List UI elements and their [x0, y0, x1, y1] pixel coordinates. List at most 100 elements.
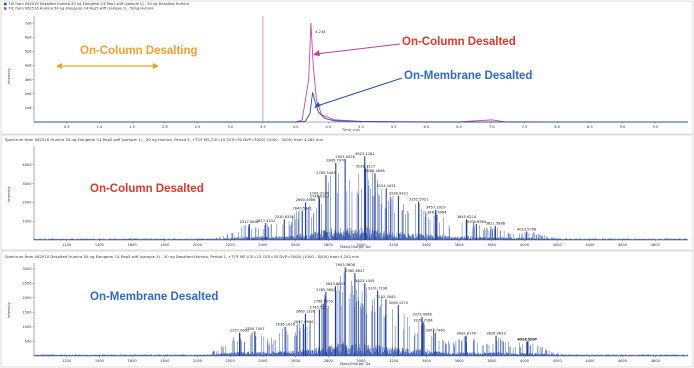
spectrum-onmembrane-peak-label: 2785.3650	[316, 288, 336, 292]
spectrum-onmembrane-peak-label: 3453.7960	[425, 329, 445, 333]
spectrum-onmembrane-peak-label: 2350.7407	[245, 327, 264, 331]
spectrum-onmembrane-peak-label: 3825.9633	[486, 331, 505, 335]
spectrum-onmembrane-peak-label: 3378.7164	[413, 318, 433, 322]
tic-y-tick-label: 4e6	[25, 64, 32, 68]
spectrum-onmembrane-label: On-Membrane Desalted	[90, 291, 218, 303]
spectrum-onmembrane-x-tick-label: 4800	[651, 359, 661, 363]
spectrum-oncolumn-peak-label: 3457.2929	[426, 206, 446, 210]
spectrum-onmembrane-x-tick-label: 1200	[62, 359, 72, 363]
tic-y-tick-label: 3e6	[25, 78, 32, 82]
tic-y-axis-label: Intensity	[7, 67, 11, 84]
spectrum-oncolumn-x-tick-label: 2800	[324, 243, 334, 247]
spectrum-oncolumn-x-tick-label: 3800	[487, 243, 497, 247]
oncolumn-desalting-label: On-Column Desalting	[80, 45, 198, 57]
spectrum-onmembrane-y-tick-label: 500	[25, 340, 33, 344]
spectrum-onmembrane-title: Spectrum from 062010 Desalted Humira 50 …	[5, 254, 360, 259]
spectrum-oncolumn-y-label: Intensity	[7, 185, 11, 202]
spectrum-oncolumn-peak-label: 3228.9321	[389, 192, 408, 196]
tic-x-tick-label: 1.0	[97, 125, 103, 129]
spectrum-onmembrane-peak-label: 3642.8176	[456, 331, 476, 335]
spectrum-oncolumn-x-tick-label: 4200	[553, 243, 563, 247]
tic-annotations: On-Column Desalting On-Column Desalted O…	[56, 16, 532, 122]
spectrum-oncolumn-x-tick-label: 3000	[356, 243, 366, 247]
spectrum-oncolumn-peak-label: 2640.5341	[293, 207, 312, 211]
tic-x-tick-label: 8.5	[587, 125, 593, 129]
spectrum-oncolumn-x-tick-label: 3200	[389, 243, 399, 247]
spectrum-oncolumn-x-tick-label: 4800	[651, 243, 661, 247]
spectrum-onmembrane-x-tick-label: 2400	[258, 359, 268, 363]
spectrum-oncolumn-peak-label: 2317.0642	[240, 220, 259, 224]
tic-legend: TIC from 062010 Desalted Humira 50 ng El…	[4, 2, 189, 11]
spectrum-onmembrane-y-tick-label: 3000	[22, 267, 32, 271]
tic-x-tick-label: 9.0	[620, 125, 626, 129]
spectrum-onmembrane-y-tick-label: 2500	[22, 282, 32, 286]
spectrum-onmembrane-x-tick-label: 2000	[193, 359, 203, 363]
tic-x-tick-label: 8.0	[554, 125, 560, 129]
spectrum-oncolumn-peak-label: 3154.1631	[376, 184, 395, 188]
spectrum-onmembrane-peak-label: 2768.7250	[313, 299, 333, 303]
spectrum-oncolumn-noise-trace	[33, 165, 689, 240]
tic-x-tick-label: 7.5	[522, 125, 528, 129]
spectrum-onmembrane-y-tick-label: 1500	[22, 311, 32, 315]
tic-x-tick-label: 6.0	[424, 125, 430, 129]
spectrum-onmembrane-x-tick-label: 3600	[455, 359, 465, 363]
spectrum-onmembrane-y-label: Intensity	[7, 301, 11, 318]
spectrum-oncolumn-y-tick-label: 2000	[22, 201, 32, 205]
spectrum-onmembrane-peak-label: 3373.4048	[412, 313, 432, 317]
tic-x-tick-label: 6.5	[456, 125, 462, 129]
spectrum-onmembrane-peak-label: 2962.6627	[345, 269, 364, 273]
onmembrane-arrowhead	[313, 102, 321, 108]
tic-y-tick-label: 6e6	[25, 35, 32, 39]
spectrum-onmembrane-x-tick-label: 1800	[160, 359, 170, 363]
spectrum-onmembrane-peak-label: 2843.8043	[326, 282, 345, 286]
tic-x-tick-label: 2.5	[195, 125, 201, 129]
spectrum-oncolumn-peak-label: 3023.1281	[355, 152, 374, 156]
tic-x-axis-label: Time, min	[341, 128, 360, 132]
spectrum-oncolumn-x-tick-label: 2600	[291, 243, 301, 247]
onmembrane-arrow	[316, 77, 403, 107]
tic-x-tick-label: 3.5	[260, 125, 266, 129]
spectrum-oncolumn-peak-label: 2845.7970	[326, 159, 346, 163]
spectrum-onmembrane-x-tick-label: 2800	[324, 359, 334, 363]
spectrum-oncolumn-x-tick-label: 2200	[226, 243, 236, 247]
spectrum-oncolumn-x-tick-label: 4600	[618, 243, 628, 247]
spectrum-oncolumn-peak-label: 3352.5921	[409, 197, 428, 201]
tic-y-tick-label: 5e6	[25, 50, 32, 54]
spectrum-onmembrane-peak-label: 2745.5317	[310, 305, 329, 309]
spectrum-onmembrane-x-tick-label: 3000	[356, 359, 366, 363]
spectrum-onmembrane-peak-label: 2903.3608	[335, 263, 355, 267]
tic-x-tick-label: 0.5	[64, 125, 70, 129]
spectrum-onmembrane-x-label: Mass/Charge, Da	[340, 362, 370, 366]
spectrum-oncolumn-peak-label: 2660.4986	[296, 198, 316, 202]
tic-legend-swatch	[4, 7, 7, 10]
tic-x-tick-label: 7.0	[489, 125, 495, 129]
spectrum-oncolumn-title: Spectrum from 062516 Humira 50 ng Elonge…	[5, 137, 324, 142]
spectrum-onmembrane-peak-label: 3023.1045	[355, 279, 374, 283]
tic-x-tick-label: 9.5	[652, 125, 658, 129]
tic-y-tick-label: 2e6	[25, 92, 32, 96]
spectrum-oncolumn-peak-label: 4013.5758	[517, 227, 537, 231]
spectrum-onmembrane-x-tick-label: 4400	[585, 359, 595, 363]
spectrum-oncolumn-peak-label: 3028.3117	[356, 164, 375, 168]
spectrum-oncolumn-peak-label: 3705.6960	[467, 220, 487, 224]
spectrum-oncolumn-peak-label: 2746.0327	[310, 194, 329, 198]
spectrum-onmembrane-axes: 1200 1400 1600 1800 2000 2200 2400 2600 2800 3000…	[22, 263, 688, 363]
spectrum-oncolumn-peak-label: 3645.6214	[457, 215, 477, 219]
spectrum-onmembrane-peak-label: 4014.6204	[517, 337, 537, 341]
tic-legend-swatch	[4, 2, 7, 6]
tic-panel-frame	[0, 0, 694, 135]
spectrum-onmembrane-x-tick-label: 2600	[291, 359, 301, 363]
spectrum-onmembrane-peak-label: 3152.2845	[376, 295, 395, 299]
spectrum-onmembrane-peak-label: 2660.1326	[296, 310, 316, 314]
spectrum-onmembrane-panel: Spectrum from 062010 Desalted Humira 50 …	[0, 250, 694, 368]
onmembrane-desalted-label: On-Membrane Desalted	[404, 70, 532, 82]
spectrum-onmembrane-y-tick-label: 2000	[22, 296, 32, 300]
tic-x-tick-label: 5.5	[391, 125, 397, 129]
spectrum-oncolumn-x-tick-label: 3600	[455, 243, 465, 247]
spectrum-onmembrane-noise-trace	[33, 272, 689, 356]
tic-x-tick-label: 4.5	[325, 125, 331, 129]
spectrum-oncolumn-y-tick-label: 3000	[22, 182, 32, 186]
spectrum-onmembrane-peak-label: 2257.0642	[230, 329, 249, 333]
